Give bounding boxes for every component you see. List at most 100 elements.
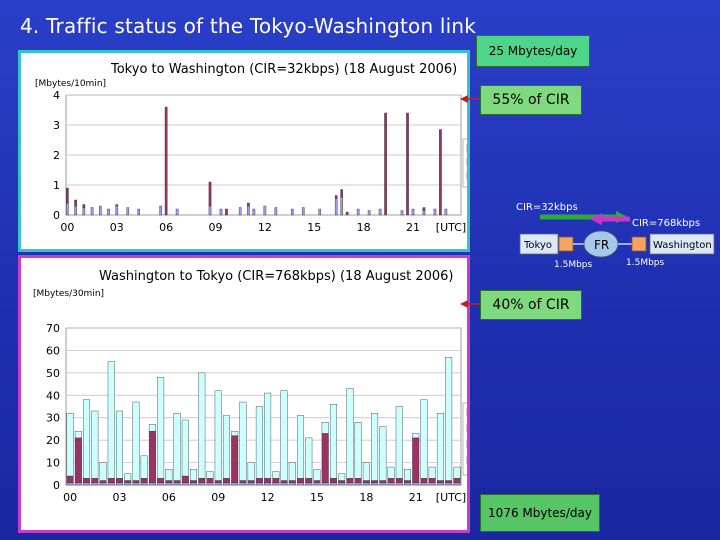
bar-bin xyxy=(264,478,272,483)
x-tick-label: 12 xyxy=(258,221,272,234)
legend-box xyxy=(462,402,467,476)
bar-an xyxy=(371,482,379,486)
bar-file xyxy=(404,469,412,481)
bar-an xyxy=(165,482,173,486)
bar-file xyxy=(264,392,272,479)
y-tick-label: 30 xyxy=(46,412,60,425)
bar-an xyxy=(404,482,412,486)
link-right-speed: 1.5Mbps xyxy=(626,258,665,268)
bar-an xyxy=(159,205,162,216)
bar-bin xyxy=(379,480,387,483)
tokyo-router xyxy=(558,236,574,252)
bar-an xyxy=(362,482,370,486)
bar-file xyxy=(313,469,321,481)
bar-bin xyxy=(247,480,255,483)
bar-file xyxy=(214,390,222,481)
y-tick-label: 50 xyxy=(46,367,60,380)
bar-file xyxy=(99,462,107,481)
bar-file xyxy=(272,471,280,479)
bar-an xyxy=(140,482,148,486)
bar-an xyxy=(453,482,461,486)
bar-an xyxy=(247,482,255,486)
daily-volume-callout-bottom: 1076 Mbytes/day xyxy=(480,494,600,532)
bar-an xyxy=(148,482,156,486)
bar-bin xyxy=(148,430,156,483)
bar-bin xyxy=(83,478,91,483)
bar-bin xyxy=(436,480,444,483)
bar-file xyxy=(354,421,362,479)
bar-bin xyxy=(115,478,123,483)
bar-file xyxy=(140,455,148,479)
chart-title: Tokyo to Washington (CIR=32kbps) (18 Aug… xyxy=(110,62,457,77)
bar-file xyxy=(338,473,346,481)
bar-an xyxy=(422,210,426,216)
y-tick-label: 20 xyxy=(46,434,60,447)
washington-to-tokyo-chart: Washington to Tokyo (CIR=768kbps) (18 Au… xyxy=(33,269,467,504)
bar-bin xyxy=(140,478,148,483)
bar-an xyxy=(340,196,343,216)
bar-bin xyxy=(231,435,239,483)
y-tick-label: 1 xyxy=(53,179,60,192)
y-tick-label: 3 xyxy=(53,119,60,132)
bar-an xyxy=(305,482,313,486)
bar-bin xyxy=(297,478,305,483)
bar-bin xyxy=(206,478,214,483)
y-tick-label: 2 xyxy=(53,149,60,162)
bar-bin xyxy=(321,433,329,483)
y-tick-label: 40 xyxy=(46,389,60,402)
x-tick-label: [UTC] xyxy=(436,491,466,504)
bar-file xyxy=(445,356,453,481)
bar-an xyxy=(412,482,420,486)
bar-an xyxy=(445,482,453,486)
bar-an xyxy=(411,208,415,216)
bar-an xyxy=(436,482,444,486)
bar-an xyxy=(181,482,189,486)
bar-an xyxy=(356,208,360,216)
bar-an xyxy=(107,482,115,486)
bar-an xyxy=(115,482,123,486)
x-tick-label: 06 xyxy=(162,491,176,504)
bar-file xyxy=(157,377,165,479)
bar-an xyxy=(313,482,321,486)
bar-an xyxy=(321,482,329,486)
bottom-chart-frame: Washington to Tokyo (CIR=768kbps) (18 Au… xyxy=(18,255,470,533)
x-tick-label: 12 xyxy=(261,491,275,504)
bar-an xyxy=(126,207,130,216)
bar-bin xyxy=(157,478,165,483)
bar-bin xyxy=(164,106,168,216)
bar-an xyxy=(378,208,382,216)
bar-an xyxy=(91,482,99,486)
bar-an xyxy=(367,210,371,216)
bar-an xyxy=(444,208,448,216)
x-tick-label: 15 xyxy=(307,221,321,234)
x-tick-label: 03 xyxy=(112,491,126,504)
tokyo-to-washington-chart: Tokyo to Washington (CIR=32kbps) (18 Aug… xyxy=(35,62,467,234)
bar-file xyxy=(255,406,263,479)
bar-bin xyxy=(445,480,453,483)
bar-bin xyxy=(453,478,461,483)
bar-an xyxy=(66,202,69,216)
bar-bin xyxy=(255,478,263,483)
bar-bin xyxy=(74,199,77,207)
bar-bin xyxy=(305,478,313,483)
bar-an xyxy=(301,207,305,216)
bar-file xyxy=(379,426,387,481)
bar-bin xyxy=(132,480,140,483)
bar-bin xyxy=(66,187,69,204)
bar-file xyxy=(453,466,461,479)
x-tick-label: 18 xyxy=(359,491,373,504)
bar-file xyxy=(288,462,296,481)
y-tick-label: 0 xyxy=(53,209,60,222)
bar-bin xyxy=(345,211,349,216)
bar-an xyxy=(175,208,179,216)
bar-file xyxy=(83,399,91,479)
bar-an xyxy=(83,482,91,486)
bar-an xyxy=(280,482,288,486)
y-axis-label: [Mbytes/30min] xyxy=(33,289,104,299)
bar-an xyxy=(231,482,239,486)
bar-an xyxy=(74,205,77,216)
plot-area xyxy=(65,327,462,486)
bar-bin xyxy=(346,478,354,483)
bar-an xyxy=(247,205,250,216)
bar-file xyxy=(239,401,247,481)
